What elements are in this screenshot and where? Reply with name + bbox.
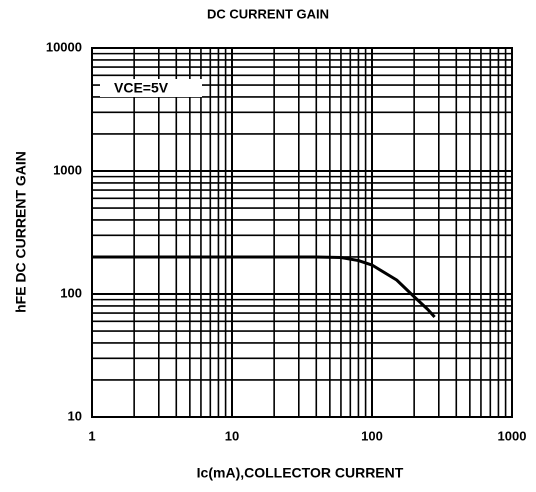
y-tick-label: 10: [68, 408, 82, 423]
x-axis-label: Ic(mA),COLLECTOR CURRENT: [197, 465, 404, 481]
annotation-box: [100, 79, 202, 97]
plot-area: [91, 47, 513, 418]
y-tick-label: 1000: [53, 162, 82, 177]
x-tick-label: 1000: [498, 428, 527, 443]
data-line: [92, 255, 436, 319]
x-tick-label: 1: [88, 428, 95, 443]
annotation: VCE=5V: [114, 80, 169, 96]
x-tick-label: 10: [225, 428, 239, 443]
x-tick-label: 100: [361, 428, 383, 443]
y-tick-label: 10000: [46, 39, 82, 54]
chart-title: DC CURRENT GAIN: [207, 6, 329, 21]
y-tick-label: 100: [60, 285, 82, 300]
y-axis-label: hFE DC CURRENT GAIN: [13, 151, 29, 313]
